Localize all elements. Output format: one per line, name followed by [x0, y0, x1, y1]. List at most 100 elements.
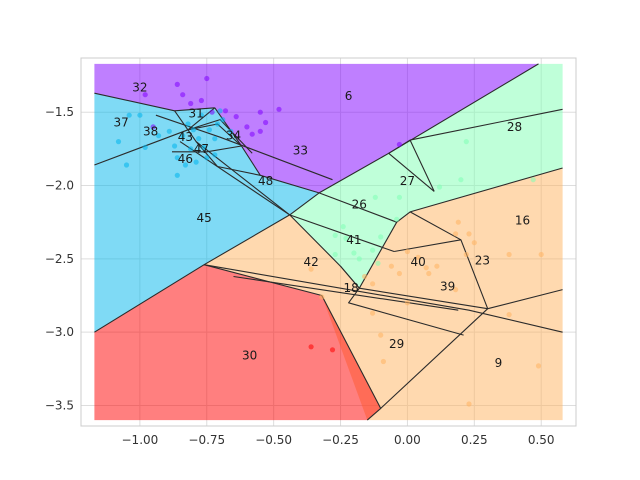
region-mint — [289, 63, 563, 289]
region-label: 26 — [352, 198, 367, 212]
data-point — [453, 231, 459, 237]
region-label: 18 — [344, 281, 359, 295]
region-label: 33 — [293, 143, 308, 157]
data-point — [185, 121, 191, 127]
data-point — [463, 139, 469, 145]
data-point — [396, 141, 402, 148]
data-point — [332, 251, 338, 258]
x-tick-label: 0.25 — [461, 433, 488, 447]
data-point — [137, 112, 143, 118]
boundary-line — [172, 145, 242, 153]
region-polygons — [94, 63, 563, 421]
data-point — [115, 139, 122, 145]
region-label: 43 — [178, 130, 193, 144]
data-point — [530, 177, 536, 183]
region-red — [94, 264, 381, 421]
region-label: 9 — [495, 356, 503, 370]
data-point — [193, 159, 199, 165]
region-label: 46 — [178, 152, 193, 166]
data-point — [257, 128, 263, 134]
data-point — [378, 234, 384, 240]
boundary-line — [187, 119, 253, 154]
data-point — [394, 216, 400, 222]
region-label: 34 — [226, 129, 241, 143]
data-point — [362, 273, 368, 280]
data-point — [244, 124, 250, 130]
x-tick-label: −0.75 — [188, 433, 225, 447]
boundary-line — [94, 192, 320, 333]
region-cyan — [94, 93, 320, 333]
data-point — [396, 194, 402, 200]
region-label: 45 — [196, 211, 211, 225]
boundary-line — [214, 63, 539, 194]
data-point — [343, 235, 349, 241]
region-label: 47 — [194, 142, 209, 156]
y-tick-label: −3.0 — [45, 325, 74, 339]
boundary-line — [289, 214, 395, 253]
data-point — [458, 177, 464, 183]
data-point — [404, 300, 410, 306]
data-point — [332, 232, 338, 238]
data-point — [198, 97, 204, 104]
data-point — [150, 124, 156, 130]
data-point — [190, 127, 196, 133]
data-point — [351, 250, 357, 256]
data-point — [212, 152, 218, 158]
data-point — [436, 184, 443, 190]
data-point — [188, 100, 194, 107]
data-point — [370, 310, 376, 316]
data-point — [198, 112, 204, 118]
data-point — [209, 109, 215, 115]
region-label: 40 — [410, 255, 425, 269]
data-point — [370, 281, 376, 287]
boundary-line — [179, 141, 291, 216]
data-point — [172, 143, 178, 149]
data-point — [404, 248, 410, 255]
data-point — [188, 146, 194, 152]
data-point — [233, 114, 239, 120]
data-point — [204, 155, 210, 161]
data-point — [249, 131, 255, 137]
data-point — [166, 128, 172, 134]
data-point — [212, 136, 218, 142]
data-point — [222, 108, 229, 114]
data-point — [471, 240, 477, 246]
data-point — [126, 112, 132, 118]
region-label: 28 — [507, 120, 522, 134]
boundary-line — [195, 141, 261, 176]
data-point — [372, 194, 378, 200]
data-point — [388, 263, 394, 269]
data-point — [426, 270, 432, 277]
region-label: 16 — [515, 214, 530, 228]
region-label: 29 — [389, 337, 404, 351]
data-point — [466, 401, 472, 407]
data-point — [142, 92, 148, 98]
data-point — [375, 260, 381, 266]
boundary-line — [340, 265, 464, 336]
data-point — [182, 162, 188, 168]
x-tick-label: −0.50 — [255, 433, 292, 447]
data-point — [180, 133, 186, 139]
y-tick-label: −2.5 — [45, 252, 74, 266]
data-points — [115, 75, 544, 407]
data-point — [340, 224, 346, 230]
data-point — [434, 263, 440, 269]
region-label: 42 — [303, 255, 318, 269]
data-point — [506, 251, 512, 258]
boundary-line — [409, 108, 563, 141]
data-point — [415, 254, 421, 260]
data-point — [263, 119, 269, 126]
x-tick-label: −1.00 — [122, 433, 159, 447]
boundary-line — [289, 167, 563, 289]
data-point — [506, 312, 512, 318]
data-point — [206, 127, 212, 133]
x-tick-label: 0.00 — [394, 433, 421, 447]
data-point — [308, 344, 314, 350]
data-point — [257, 109, 263, 115]
data-point — [370, 247, 376, 253]
data-point — [142, 144, 148, 150]
region-boundaries — [94, 63, 563, 421]
boundary-line — [388, 152, 435, 192]
